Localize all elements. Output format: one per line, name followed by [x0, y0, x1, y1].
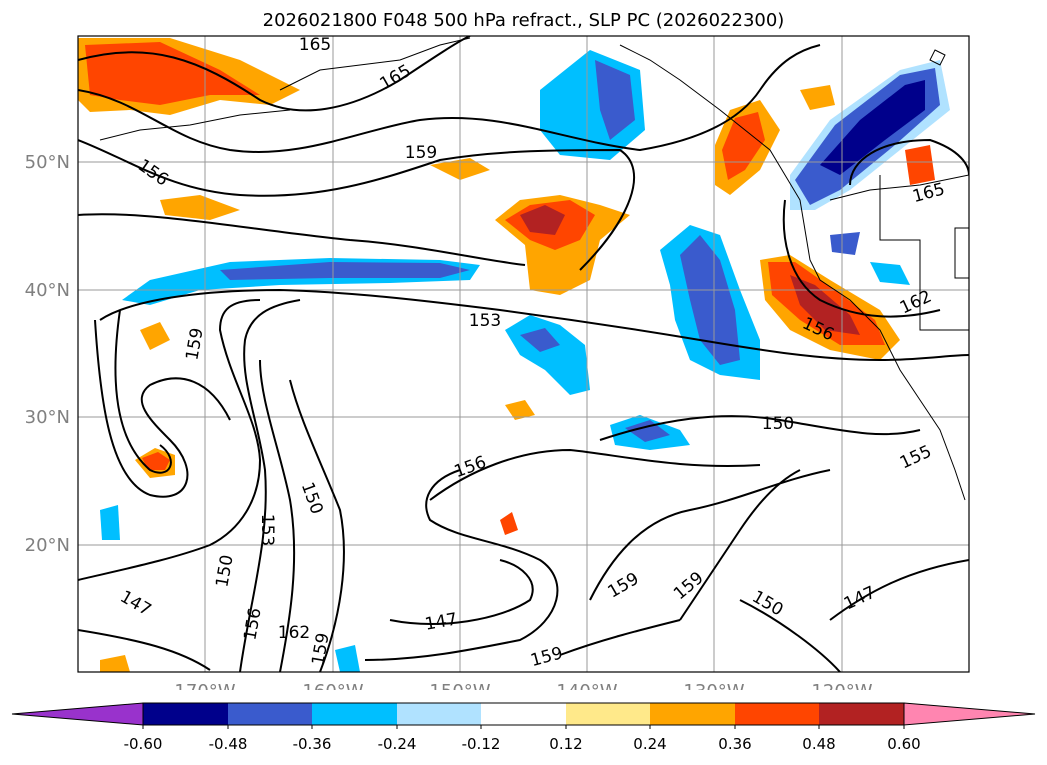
- colorbar-tick-label: -0.36: [293, 735, 332, 753]
- negative-anomaly-145w-core: [520, 328, 560, 352]
- positive-anomaly-coast-core: [722, 112, 765, 180]
- lat-label: 20°N: [25, 535, 70, 556]
- contour-label: 147: [116, 587, 154, 621]
- colorbar-tick-label: -0.60: [124, 735, 163, 753]
- colorbar-tick-label: 0.48: [802, 735, 835, 753]
- contour-label: 162: [278, 623, 310, 643]
- negative-anomaly-goa-core: [595, 60, 635, 140]
- longitude-labels: 170°W 160°W 150°W 140°W 130°W 120°W: [174, 681, 872, 690]
- colorbar-tick-label: -0.24: [378, 735, 417, 753]
- contour-label: 156: [452, 452, 489, 482]
- lon-label: 160°W: [302, 681, 363, 690]
- contour-label: 156: [240, 606, 265, 641]
- positive-anomaly-patch-8: [100, 655, 130, 672]
- positive-anomaly-spot-core: [142, 452, 170, 470]
- colorbar-tick-label: 0.12: [549, 735, 582, 753]
- negative-anomaly-patch-4: [335, 645, 360, 672]
- contour-label: 150: [762, 414, 794, 434]
- lon-label: 170°W: [174, 681, 235, 690]
- contour-label: 153: [257, 514, 277, 546]
- lat-label: 40°N: [25, 280, 70, 301]
- contour-label: 159: [405, 143, 437, 163]
- positive-anomaly-center-deep: [520, 205, 565, 235]
- lat-label: 50°N: [25, 152, 70, 173]
- colorbar-tick-labels: -0.60 -0.48 -0.36 -0.24 -0.12 0.12 0.24 …: [124, 735, 921, 753]
- map-title: 2026021800 F048 500 hPa refract., SLP PC…: [262, 10, 785, 31]
- lon-label: 140°W: [556, 681, 617, 690]
- negative-anomaly-135w-core: [680, 235, 740, 365]
- positive-anomaly-patch-4: [505, 400, 535, 420]
- colorbar-tick-label: 0.36: [718, 735, 751, 753]
- colorbar-tick-label: -0.12: [462, 735, 501, 753]
- lon-label: 150°W: [429, 681, 490, 690]
- contour-label: 159: [308, 631, 333, 666]
- graticule: [78, 36, 969, 672]
- colorbar-ticks: [142, 725, 905, 729]
- contour-label: 150: [297, 480, 327, 517]
- positive-anomaly-patch-5: [500, 512, 518, 535]
- colorbar-cell: [650, 703, 735, 725]
- contour-label: 147: [423, 609, 458, 634]
- contour-label: 159: [670, 568, 708, 604]
- latitude-labels: 50°N 40°N 30°N 20°N: [25, 152, 70, 556]
- colorbar-cell: [228, 703, 312, 725]
- colorbar-cell: [143, 703, 228, 725]
- colorbar-tick-label: 0.60: [887, 735, 920, 753]
- contour-lines: [78, 36, 969, 672]
- contour-label: 162: [897, 287, 935, 319]
- lon-label: 120°W: [811, 681, 872, 690]
- positive-anomaly-patch-3: [140, 322, 170, 350]
- colorbar-cell: [566, 703, 650, 725]
- colorbar-extend-low: [11, 702, 144, 726]
- contour-label: 147: [841, 583, 879, 615]
- contour-label: 156: [134, 155, 172, 190]
- negative-anomaly-30n-core: [625, 420, 670, 442]
- colorbar-cell: [312, 703, 397, 725]
- coastlines: [99, 37, 969, 501]
- negative-anomaly-patch-2: [830, 232, 860, 255]
- negative-anomaly-patch-1: [100, 505, 120, 540]
- colorbar-extend-high: [903, 702, 1036, 726]
- colorbar-cell: [481, 703, 566, 725]
- contour-label: 155: [897, 442, 935, 474]
- colorbar-cell: [819, 703, 904, 725]
- colorbar-cell: [397, 703, 481, 725]
- negative-anomaly-band-core: [220, 262, 470, 280]
- colorbar-tick-label: -0.48: [209, 735, 248, 753]
- contour-label: 159: [182, 326, 207, 361]
- contour-label: 159: [604, 569, 642, 603]
- contour-label: 159: [528, 643, 565, 671]
- colorbar-outline: [142, 702, 905, 726]
- colorbar-cell: [735, 703, 819, 725]
- negative-anomaly-145w: [505, 315, 590, 395]
- map-frame: [77, 35, 970, 673]
- negative-anomaly-ne-core: [820, 80, 925, 175]
- contour-label: 153: [469, 311, 501, 331]
- lat-label: 30°N: [25, 407, 70, 428]
- positive-anomaly-patch-7: [905, 145, 935, 185]
- lon-label: 130°W: [683, 681, 744, 690]
- map-canvas: 165 165 159 156 156 159 153 150 150 150 …: [25, 35, 970, 690]
- positive-anomaly-patch-2: [160, 195, 240, 220]
- colorbar-tick-label: 0.24: [633, 735, 666, 753]
- positive-anomaly-patch-6: [800, 85, 835, 110]
- positive-anomaly-nw-core: [85, 42, 260, 105]
- contour-label: 165: [299, 35, 331, 55]
- negative-anomaly-patch-3: [870, 262, 910, 285]
- shading-layer: [78, 38, 950, 672]
